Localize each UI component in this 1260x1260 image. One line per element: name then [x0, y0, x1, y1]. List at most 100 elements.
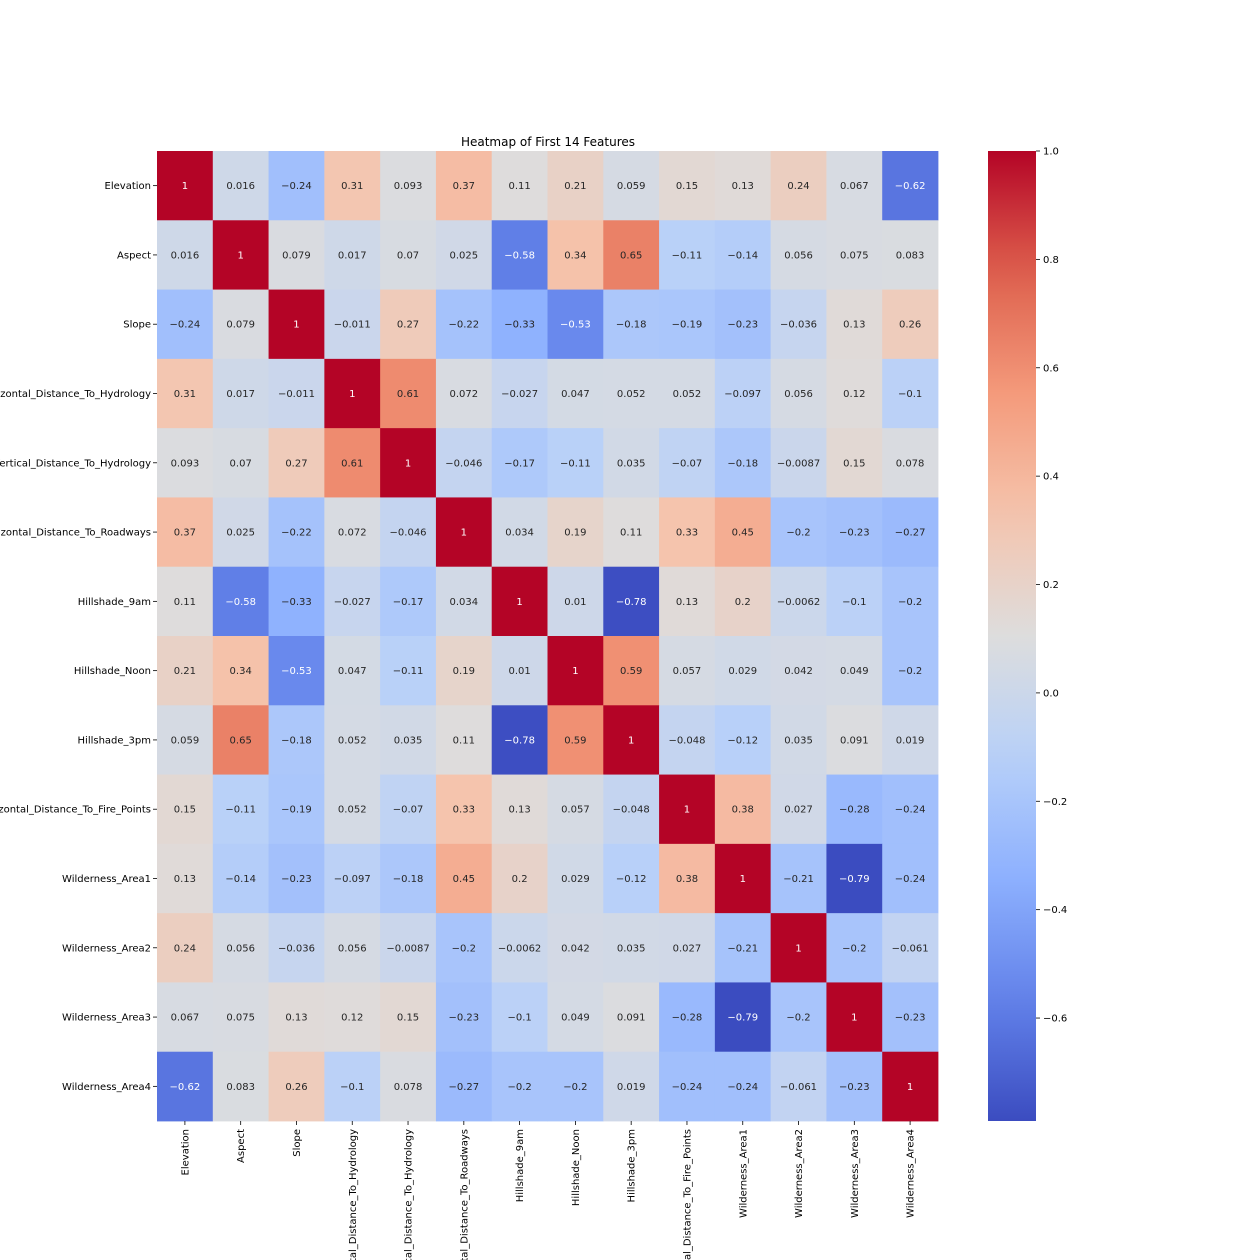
heatmap-cell — [212, 220, 269, 290]
cell-value: 1 — [684, 805, 690, 816]
heatmap-cell — [268, 982, 325, 1053]
heatmap-cell — [882, 428, 939, 498]
heatmap-cell — [491, 774, 548, 845]
y-tick-label: Aspect — [117, 250, 151, 261]
cell-value: 0.091 — [617, 1013, 646, 1024]
cell-value: −0.0062 — [498, 943, 541, 954]
heatmap-cell — [770, 220, 827, 290]
cell-value: −0.18 — [281, 735, 312, 746]
heatmap-cell — [547, 982, 604, 1053]
heatmap-cell — [882, 566, 939, 637]
heatmap-cell — [491, 358, 548, 429]
heatmap-cell — [826, 982, 883, 1053]
heatmap-cell — [491, 220, 548, 290]
heatmap-cell — [770, 497, 827, 568]
heatmap-cell — [324, 913, 381, 983]
y-tick-label: Vertical_Distance_To_Hydrology — [0, 458, 151, 469]
heatmap-cell — [714, 913, 772, 983]
heatmap-cell — [547, 913, 604, 983]
cell-value: 0.034 — [505, 528, 534, 539]
cell-value: 0.052 — [617, 389, 646, 400]
cell-value: 1 — [572, 666, 578, 677]
cell-value: −0.1 — [507, 1013, 531, 1024]
heatmap-cell — [714, 220, 772, 290]
heatmap-cell — [157, 774, 214, 845]
cell-value: 0.017 — [338, 250, 367, 261]
cell-value: −0.1 — [842, 597, 866, 608]
heatmap-cell — [157, 151, 214, 221]
x-tick-label: Hillshade_9am — [515, 1129, 526, 1202]
cell-value: −0.33 — [504, 320, 535, 331]
heatmap-cell — [157, 982, 214, 1053]
heatmap-cell — [659, 1051, 716, 1122]
cell-value: −0.036 — [780, 320, 817, 331]
cell-value: −0.24 — [281, 181, 312, 192]
heatmap-cell — [157, 843, 214, 914]
heatmap-cell — [770, 151, 827, 221]
cell-value: −0.0087 — [777, 458, 820, 469]
cell-value: 0.075 — [840, 250, 869, 261]
cell-value: −0.24 — [895, 805, 926, 816]
heatmap-cell — [826, 220, 883, 290]
heatmap-cell — [547, 497, 604, 568]
cell-value: 0.11 — [453, 735, 475, 746]
colorbar-tick-label: 0.0 — [1043, 688, 1059, 699]
cell-value: 0.19 — [453, 666, 475, 677]
heatmap-cell — [547, 705, 604, 775]
cell-value: 0.11 — [620, 528, 642, 539]
cell-value: −0.12 — [727, 735, 758, 746]
heatmap-cell — [324, 1051, 381, 1122]
cell-value: 0.067 — [171, 1013, 200, 1024]
heatmap-cell — [380, 913, 437, 983]
heatmap-cell — [826, 428, 883, 498]
heatmap-cell — [157, 497, 214, 568]
heatmap-cell — [380, 705, 437, 775]
cell-value: 1 — [349, 389, 355, 400]
cell-value: 0.067 — [840, 181, 869, 192]
heatmap-cell — [826, 774, 883, 845]
cell-value: −0.2 — [898, 597, 922, 608]
cell-value: −0.11 — [225, 805, 256, 816]
cell-value: 0.027 — [673, 943, 702, 954]
cell-value: 0.31 — [174, 389, 196, 400]
cell-value: 0.047 — [561, 389, 590, 400]
cell-value: −0.011 — [278, 389, 315, 400]
heatmap-cell — [882, 497, 939, 568]
heatmap-cell — [659, 913, 716, 983]
heatmap-cell — [212, 1051, 269, 1122]
cell-value: −0.061 — [892, 943, 929, 954]
y-axis: Elevation Aspect Slope Horizontal_Distance_… — [0, 181, 157, 1093]
heatmap-cell — [157, 428, 214, 498]
colorbar-tick-label: 0.6 — [1043, 363, 1059, 374]
cell-value: 0.65 — [620, 250, 642, 261]
heatmap-cell — [380, 774, 437, 845]
cell-value: 0.45 — [732, 528, 754, 539]
cell-value: −0.28 — [839, 805, 870, 816]
heatmap-cell — [659, 774, 716, 845]
heatmap-cell — [324, 358, 381, 429]
cell-value: −0.27 — [448, 1082, 479, 1093]
heatmap-cell — [826, 705, 883, 775]
heatmap-cell — [603, 1051, 660, 1122]
cell-value: −0.2 — [786, 1013, 810, 1024]
y-tick-label: Wilderness_Area3 — [62, 1013, 151, 1024]
x-tick-label: Hillshade_3pm — [627, 1129, 638, 1202]
heatmap-cell — [324, 636, 381, 706]
y-tick-label: Hillshade_3pm — [78, 735, 151, 746]
y-tick-label: Wilderness_Area1 — [62, 874, 151, 885]
heatmap-cell — [714, 705, 772, 775]
heatmap-cell — [603, 705, 660, 775]
heatmap-cell — [714, 566, 772, 637]
heatmap-cell — [659, 982, 716, 1053]
y-tick-label: Wilderness_Area4 — [62, 1082, 151, 1093]
cell-value: 0.075 — [226, 1013, 255, 1024]
heatmap-cell — [324, 843, 381, 914]
heatmap-cell — [380, 151, 437, 221]
cell-value: 0.019 — [896, 735, 925, 746]
cell-value: 0.15 — [397, 1013, 419, 1024]
heatmap-cell — [826, 566, 883, 637]
cell-value: 0.27 — [285, 458, 307, 469]
cell-value: −0.79 — [839, 874, 870, 885]
heatmap-cell — [603, 843, 660, 914]
cell-value: −0.58 — [504, 250, 535, 261]
